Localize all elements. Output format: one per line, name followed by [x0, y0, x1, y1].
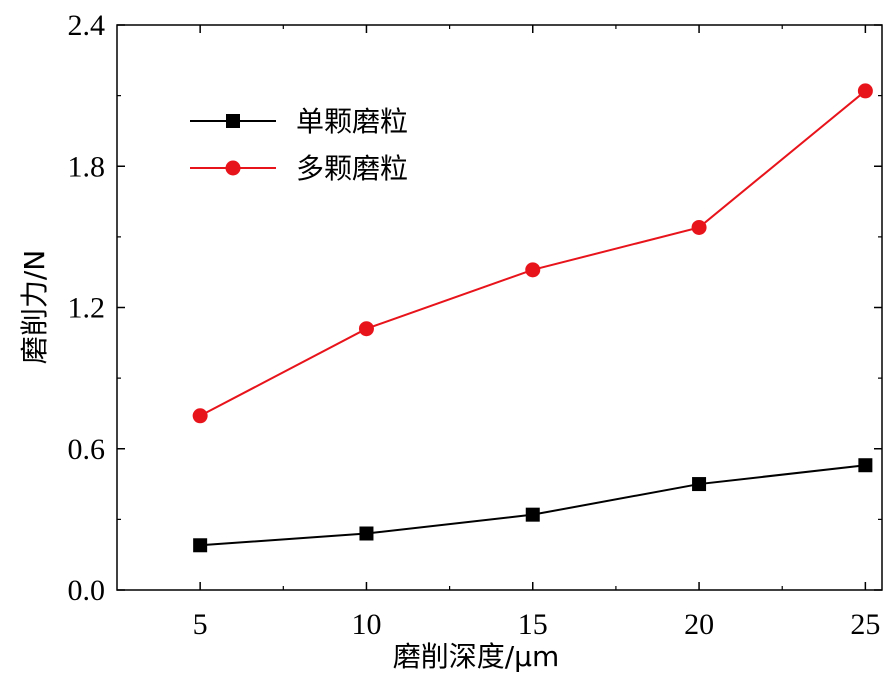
legend-label: 多颗磨粒: [296, 152, 408, 185]
x-tick-label: 25: [850, 608, 880, 641]
y-tick-label: 0.6: [68, 433, 106, 466]
y-axis-title: 磨削力/N: [18, 250, 51, 364]
data-point: [192, 408, 208, 424]
data-point: [857, 83, 873, 99]
data-point: [691, 219, 707, 235]
y-axis-ticks: 0.0 0.6 1.2 1.8 2.4: [68, 9, 882, 607]
legend-item: 单颗磨粒: [190, 105, 408, 138]
y-tick-label: 1.8: [68, 150, 106, 183]
series-line: [199, 90, 867, 417]
data-point: [358, 321, 374, 337]
series-line: [200, 464, 866, 547]
x-tick-label: 15: [518, 608, 548, 641]
data-point: [525, 507, 540, 522]
x-axis-ticks: 5 10 15 20 25: [193, 25, 880, 641]
data-point: [692, 477, 707, 492]
x-tick-label: 20: [684, 608, 714, 641]
data-point: [359, 526, 374, 541]
y-tick-label: 2.4: [68, 9, 106, 42]
legend-label: 单颗磨粒: [296, 105, 408, 138]
x-tick-label: 10: [351, 608, 381, 641]
legend-marker: [225, 160, 241, 176]
series-0: [193, 458, 873, 553]
x-axis-title: 磨削深度/μm: [393, 640, 560, 673]
data-point: [193, 538, 208, 553]
x-tick-label: 5: [193, 608, 208, 641]
series-1: [192, 83, 873, 424]
data-point: [525, 262, 541, 278]
legend-marker: [226, 114, 240, 128]
legend-item: 多颗磨粒: [190, 152, 408, 185]
data-point: [858, 458, 873, 473]
plot-frame: [116, 24, 883, 591]
series-layer: [192, 83, 873, 553]
y-tick-label: 0.0: [68, 574, 106, 607]
y-tick-label: 1.2: [68, 292, 106, 325]
